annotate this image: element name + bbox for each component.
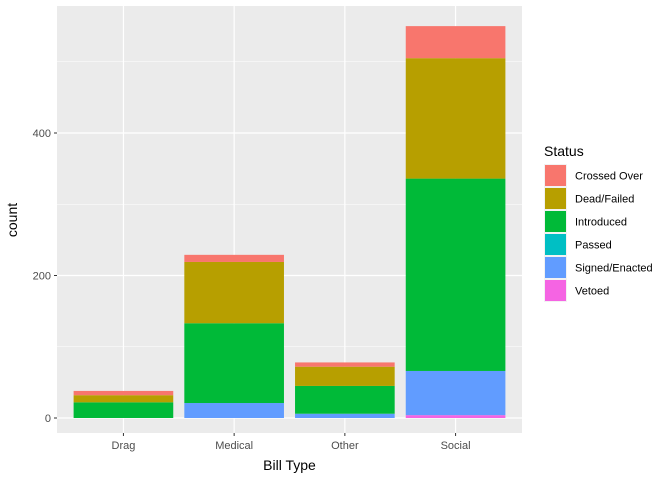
legend-label: Introduced (575, 217, 627, 229)
legend-swatch (545, 188, 566, 209)
bar-segment (184, 254, 284, 262)
bar-segment (295, 362, 395, 367)
y-axis-title: count (4, 203, 20, 237)
x-axis-title: Bill Type (263, 457, 316, 473)
x-tick-label: Other (331, 440, 359, 452)
y-tick-label: 200 (33, 271, 51, 283)
x-tick-label: Medical (215, 440, 253, 452)
bar-segment (405, 26, 506, 59)
legend: Status Crossed Over Dead/Failed Introduced… (544, 143, 653, 302)
bar-segment (405, 178, 506, 371)
bar-segment (184, 323, 284, 404)
bar-segment (73, 402, 174, 418)
legend-label: Signed/Enacted (575, 263, 653, 275)
bar-segment (405, 58, 506, 179)
legend-swatch (545, 234, 566, 255)
legend-label: Passed (575, 240, 612, 252)
bar-segment (295, 413, 395, 418)
bars (73, 26, 506, 418)
bar-segment (73, 390, 174, 396)
bar-segment (184, 261, 284, 324)
bar-segment (73, 395, 174, 403)
bar-segment (184, 403, 284, 418)
legend-title: Status (544, 143, 584, 159)
x-axis: Drag Medical Other Social (112, 433, 471, 452)
legend-swatch (545, 257, 566, 278)
bar-segment (405, 415, 506, 418)
legend-label: Vetoed (575, 286, 609, 298)
x-tick-label: Drag (112, 440, 136, 452)
bar-segment (405, 370, 506, 416)
bar-segment (295, 385, 395, 414)
legend-label: Crossed Over (575, 171, 643, 183)
y-tick-label: 400 (33, 128, 51, 140)
legend-label: Dead/Failed (575, 194, 634, 206)
legend-swatch (545, 211, 566, 232)
y-tick-label: 0 (45, 413, 51, 425)
y-axis: 0 200 400 (33, 128, 57, 425)
bar-segment (295, 366, 395, 386)
legend-swatch (545, 165, 566, 186)
x-tick-label: Social (441, 440, 471, 452)
legend-swatch (545, 280, 566, 301)
